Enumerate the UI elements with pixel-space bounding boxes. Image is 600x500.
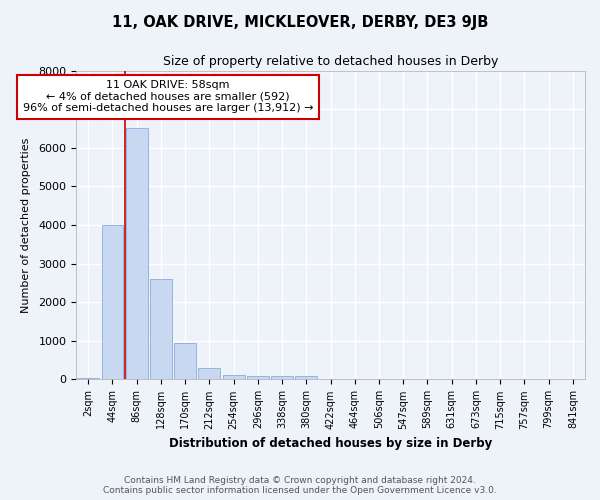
Bar — [223, 375, 245, 380]
Bar — [271, 376, 293, 380]
Bar — [150, 279, 172, 380]
Text: 11 OAK DRIVE: 58sqm
← 4% of detached houses are smaller (592)
96% of semi-detach: 11 OAK DRIVE: 58sqm ← 4% of detached hou… — [23, 80, 313, 114]
Text: 11, OAK DRIVE, MICKLEOVER, DERBY, DE3 9JB: 11, OAK DRIVE, MICKLEOVER, DERBY, DE3 9J… — [112, 15, 488, 30]
Bar — [295, 376, 317, 380]
Bar — [101, 225, 124, 380]
Bar — [126, 128, 148, 380]
X-axis label: Distribution of detached houses by size in Derby: Distribution of detached houses by size … — [169, 437, 492, 450]
Bar — [199, 368, 220, 380]
Y-axis label: Number of detached properties: Number of detached properties — [22, 138, 31, 312]
Bar — [77, 378, 99, 380]
Bar — [247, 376, 269, 380]
Title: Size of property relative to detached houses in Derby: Size of property relative to detached ho… — [163, 55, 498, 68]
Text: Contains HM Land Registry data © Crown copyright and database right 2024.
Contai: Contains HM Land Registry data © Crown c… — [103, 476, 497, 495]
Bar — [174, 343, 196, 380]
